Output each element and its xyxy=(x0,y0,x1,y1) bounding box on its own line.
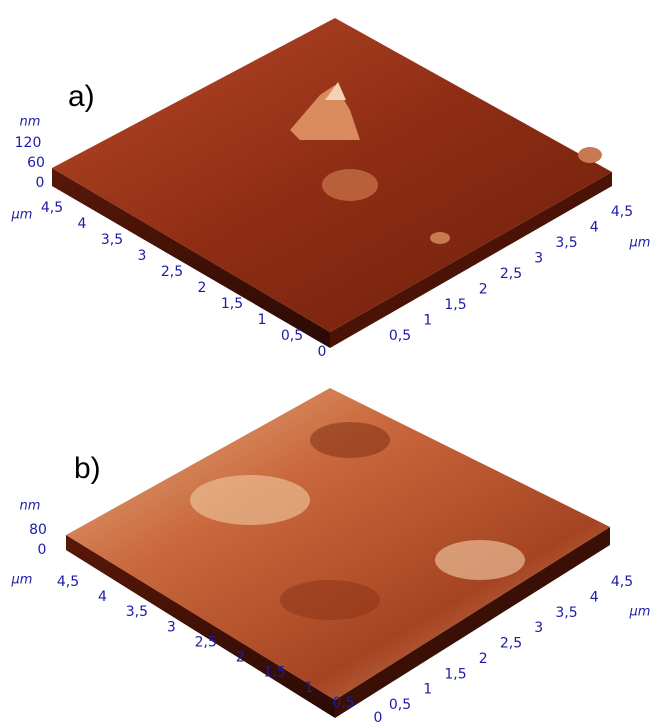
right-tick-label: 2,5 xyxy=(500,266,522,282)
right-tick-label: 1 xyxy=(423,682,432,698)
right-tick-label: 0,5 xyxy=(389,328,411,344)
panel-label: a) xyxy=(68,80,95,113)
right-tick-label: 3 xyxy=(534,620,543,636)
right-tick-label: 4,5 xyxy=(611,574,633,590)
right-tick-label: 4,5 xyxy=(611,204,633,220)
surface-a xyxy=(52,18,612,348)
right-tick-label: 3,5 xyxy=(555,235,577,251)
right-tick-label: 4 xyxy=(590,589,599,605)
left-tick-label: 1 xyxy=(305,680,314,696)
z-tick-label: 120 xyxy=(15,135,42,151)
figure: a)nm120600µmµm4,543,532,521,510,500,511,… xyxy=(0,0,657,725)
left-tick-label: 3 xyxy=(138,248,147,264)
right-tick-label: 1,5 xyxy=(444,297,466,313)
left-tick-label: 3,5 xyxy=(101,232,123,248)
left-tick-label: 2 xyxy=(198,280,207,296)
left-tick-label: 4,5 xyxy=(41,200,63,216)
surface-b xyxy=(66,388,610,718)
z-unit: nm xyxy=(20,499,41,514)
left-axis-unit: µm xyxy=(11,573,33,588)
left-tick-label: 0,5 xyxy=(281,328,303,344)
right-axis-unit: µm xyxy=(629,605,651,620)
left-tick-label: 4,5 xyxy=(57,574,79,590)
left-tick-label: 0,5 xyxy=(332,695,354,711)
left-tick-label: 2 xyxy=(236,650,245,666)
left-tick-label: 0 xyxy=(374,710,383,725)
right-tick-label: 2 xyxy=(479,651,488,667)
left-axis-unit: µm xyxy=(11,208,33,223)
z-tick-label: 80 xyxy=(29,522,47,538)
z-tick-label: 60 xyxy=(27,155,45,171)
left-tick-label: 0 xyxy=(318,344,327,360)
z-unit: nm xyxy=(20,115,41,130)
left-tick-label: 3 xyxy=(167,619,176,635)
z-tick-label: 0 xyxy=(36,175,45,191)
left-tick-label: 3,5 xyxy=(126,604,148,620)
z-tick-label: 0 xyxy=(38,542,47,558)
left-tick-label: 2,5 xyxy=(195,634,217,650)
right-tick-label: 3,5 xyxy=(555,605,577,621)
left-tick-label: 1,5 xyxy=(221,296,243,312)
left-tick-label: 4 xyxy=(98,589,107,605)
panel-label: b) xyxy=(74,452,101,485)
right-tick-label: 2 xyxy=(479,282,488,298)
right-axis-unit: µm xyxy=(629,236,651,251)
left-tick-label: 4 xyxy=(78,216,87,232)
right-tick-label: 1,5 xyxy=(444,666,466,682)
right-tick-label: 4 xyxy=(590,220,599,236)
right-tick-label: 1 xyxy=(423,313,432,329)
right-tick-label: 2,5 xyxy=(500,636,522,652)
left-tick-label: 2,5 xyxy=(161,264,183,280)
right-tick-label: 3 xyxy=(534,251,543,267)
right-tick-label: 0,5 xyxy=(389,697,411,713)
left-tick-label: 1 xyxy=(258,312,267,328)
left-tick-label: 1,5 xyxy=(264,665,286,681)
